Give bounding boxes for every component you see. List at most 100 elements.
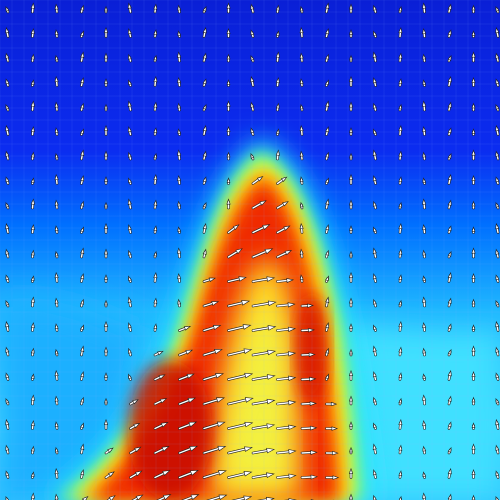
vector-arrow xyxy=(226,151,231,161)
vector-arrow xyxy=(372,298,377,308)
vector-arrow xyxy=(30,321,35,332)
vector-arrow xyxy=(127,224,132,234)
vector-arrow xyxy=(128,249,132,259)
vector-arrow xyxy=(447,446,452,455)
vector-arrow xyxy=(325,79,330,87)
vector-arrow xyxy=(5,248,10,259)
vector-arrow xyxy=(202,222,207,234)
vector-arrow xyxy=(153,75,158,87)
vector-arrow xyxy=(300,352,316,357)
vector-arrow xyxy=(177,247,182,259)
vector-arrow xyxy=(372,371,377,381)
vector-arrow xyxy=(80,102,84,112)
vector-arrow xyxy=(422,27,427,38)
vector-arrow xyxy=(226,79,231,87)
vector-arrow xyxy=(495,5,500,14)
vector-arrow xyxy=(471,247,476,259)
vector-arrow xyxy=(325,296,330,308)
vector-arrow xyxy=(153,297,158,308)
vector-arrow xyxy=(250,152,255,161)
vector-arrow xyxy=(471,200,476,210)
vector-arrow xyxy=(299,248,304,259)
vector-arrow xyxy=(300,5,304,14)
vector-arrow xyxy=(422,53,427,63)
vector-arrow xyxy=(54,369,59,381)
vector-arrow xyxy=(251,200,267,210)
vector-arrow xyxy=(471,468,476,479)
vector-arrow xyxy=(349,348,353,357)
vector-arrow xyxy=(250,3,255,14)
vector-arrow xyxy=(372,128,377,136)
vector-arrow xyxy=(422,394,427,406)
vector-arrow xyxy=(447,199,452,210)
vector-arrow xyxy=(153,173,158,185)
vector-arrow xyxy=(127,126,132,136)
vector-arrow xyxy=(325,198,330,210)
vector-arrow xyxy=(495,52,500,63)
vector-arrow xyxy=(299,26,304,38)
vector-arrow xyxy=(276,176,288,185)
vector-arrow xyxy=(422,275,427,283)
vector-arrow xyxy=(127,100,132,112)
vector-arrow xyxy=(178,421,198,430)
vector-arrow xyxy=(471,226,476,234)
vector-arrow xyxy=(447,323,452,332)
vector-arrow xyxy=(471,4,476,14)
vector-arrow xyxy=(447,467,452,479)
vector-arrow xyxy=(275,128,280,136)
vector-arrow xyxy=(300,450,318,456)
vector-arrow xyxy=(104,447,114,455)
vector-arrow xyxy=(128,177,132,185)
vector-arrow xyxy=(251,224,271,234)
vector-arrow xyxy=(30,27,35,38)
vector-arrow xyxy=(80,175,85,185)
vector-arrow xyxy=(349,395,353,406)
vector-arrow xyxy=(226,27,231,38)
vector-arrow xyxy=(495,470,500,479)
vector-arrow xyxy=(5,222,10,234)
vector-arrow xyxy=(276,278,295,283)
vector-arrow xyxy=(30,394,35,406)
vector-arrow xyxy=(80,30,84,38)
vector-arrow xyxy=(325,177,330,185)
vector-arrow xyxy=(202,52,207,63)
vector-arrow xyxy=(398,124,403,136)
vector-arrow xyxy=(398,222,403,234)
vector-arrow xyxy=(80,371,85,381)
vector-arrow xyxy=(276,326,297,332)
vector-arrow xyxy=(202,201,207,210)
vector-arrow xyxy=(300,401,317,406)
vector-arrow xyxy=(250,54,255,63)
vector-arrow xyxy=(30,296,35,308)
vector-arrow xyxy=(471,174,476,185)
vector-arrow xyxy=(156,494,172,500)
vector-arrow xyxy=(299,222,304,234)
vector-arrow xyxy=(177,76,182,87)
vector-arrow xyxy=(202,248,207,259)
vector-arrow xyxy=(153,422,169,430)
vector-arrow xyxy=(372,273,377,283)
vector-arrow xyxy=(202,470,227,479)
vector-arrow xyxy=(422,445,427,455)
vector-arrow xyxy=(372,396,377,406)
vector-arrow xyxy=(202,349,223,357)
plume xyxy=(40,140,375,500)
vector-arrow xyxy=(398,418,403,430)
vector-arrow xyxy=(372,51,377,63)
vector-arrow xyxy=(80,77,85,87)
vector-arrow xyxy=(276,400,297,406)
vector-arrow xyxy=(128,373,132,381)
vector-arrow xyxy=(104,150,108,161)
vector-arrow xyxy=(447,369,452,381)
vector-arrow xyxy=(325,275,330,283)
vector-arrow xyxy=(177,200,182,210)
vector-arrow xyxy=(54,29,59,38)
vector-arrow xyxy=(422,2,427,14)
vector-arrow xyxy=(447,152,452,161)
vector-arrow xyxy=(372,469,377,479)
vector-arrow xyxy=(349,127,353,136)
vector-arrow xyxy=(447,271,452,283)
vector-arrow xyxy=(127,322,132,332)
vector-arrow xyxy=(30,471,35,479)
vector-arrow xyxy=(226,53,231,63)
